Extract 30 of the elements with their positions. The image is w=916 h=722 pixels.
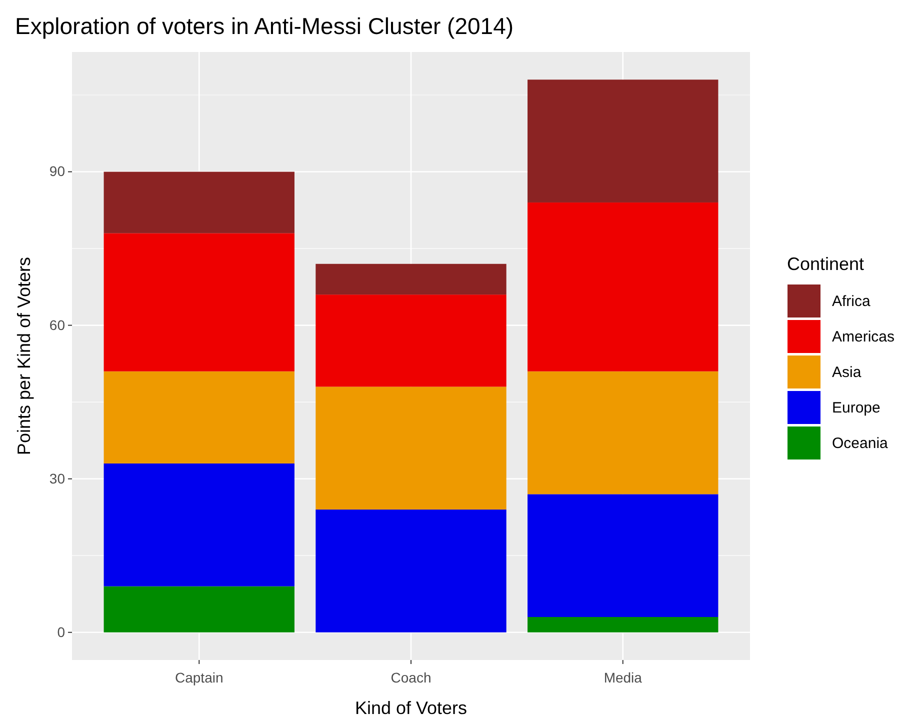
x-axis-title: Kind of Voters [354,698,468,718]
y-tick-label: 90 [49,163,66,180]
x-tick-label: Captain [174,669,224,686]
bar [528,371,718,494]
legend-label: Africa [832,293,871,310]
bar [528,617,718,632]
legend-title: Continent [787,254,864,274]
bar [528,494,718,618]
y-tick-label: 60 [49,316,66,333]
bar [104,172,294,234]
chart-title: Exploration of voters in Anti-Messi Cluster (2014) [15,13,514,39]
bar [104,586,294,632]
y-axis-title: Points per Kind of Voters [14,256,34,456]
bar [104,233,294,372]
bar [316,386,506,510]
x-tick-label: Media [604,669,642,686]
legend-label: Oceania [832,435,889,452]
legend-label: Asia [832,364,862,381]
legend-label: Americas [832,328,895,346]
bar [104,463,294,586]
y-tick-label: 30 [49,470,66,486]
x-tick-label: Coach [390,669,432,686]
legend-label: Europe [832,400,880,416]
bar [104,371,294,464]
bar [316,510,506,632]
y-tick-label: 0 [57,624,66,640]
bar [528,80,718,202]
bar [316,294,506,387]
bar [316,264,506,295]
bar [528,202,718,372]
